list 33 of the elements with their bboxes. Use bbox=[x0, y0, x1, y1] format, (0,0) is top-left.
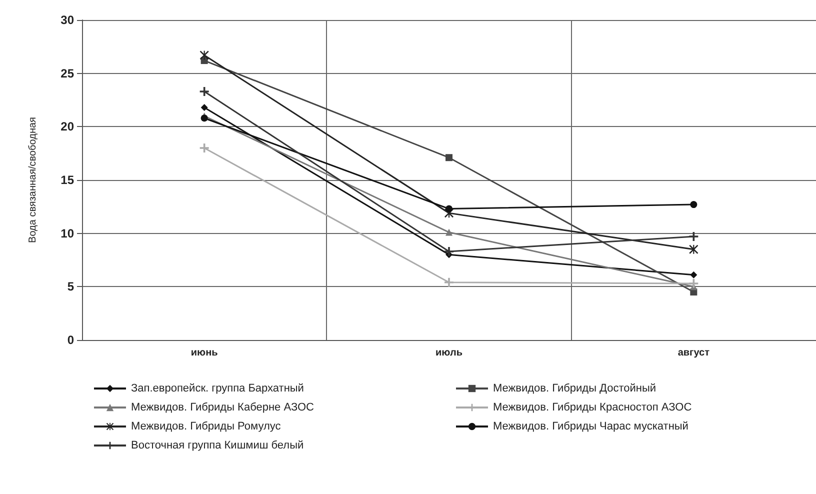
y-tick-label: 20 bbox=[60, 120, 74, 134]
point bbox=[200, 50, 209, 60]
point bbox=[444, 246, 454, 256]
y-tick-label: 10 bbox=[60, 226, 74, 240]
legend-label: Межвидов. Гибриды Чарас мускатный bbox=[493, 420, 688, 432]
y-tick-label: 30 bbox=[60, 13, 74, 27]
point bbox=[689, 232, 698, 242]
legend-label: Зап.европейск. группа Бархатный bbox=[131, 382, 304, 394]
x-tick-label: июль bbox=[436, 348, 462, 358]
point bbox=[446, 154, 452, 162]
point bbox=[446, 205, 452, 212]
point bbox=[690, 271, 698, 278]
point bbox=[689, 244, 698, 254]
y-axis-title: Вода связанная/свободная bbox=[28, 117, 38, 243]
point bbox=[200, 144, 209, 152]
x-tick-label: август bbox=[678, 348, 710, 358]
y-tick-label: 0 bbox=[67, 333, 74, 347]
point bbox=[446, 228, 452, 236]
point bbox=[200, 114, 208, 122]
y-tick-label: 15 bbox=[60, 173, 74, 187]
legend-label: Межвидов. Гибриды Каберне АЗОС bbox=[131, 402, 314, 414]
legend-label: Межвидов. Гибриды Красностоп АЗОС bbox=[493, 402, 692, 414]
x-tick-label: июнь bbox=[190, 348, 218, 358]
y-tick-label: 5 bbox=[67, 280, 74, 294]
legend-label: Восточная группа Кишмиш белый bbox=[131, 440, 304, 452]
point bbox=[200, 104, 208, 111]
point bbox=[200, 86, 209, 96]
legend-label: Межвидов. Гибриды Ромулус bbox=[131, 420, 282, 432]
point bbox=[690, 201, 698, 208]
y-tick-label: 25 bbox=[60, 66, 74, 80]
legend-label: Межвидов. Гибриды Достойный bbox=[493, 382, 656, 394]
point bbox=[444, 278, 454, 287]
point bbox=[689, 278, 698, 288]
